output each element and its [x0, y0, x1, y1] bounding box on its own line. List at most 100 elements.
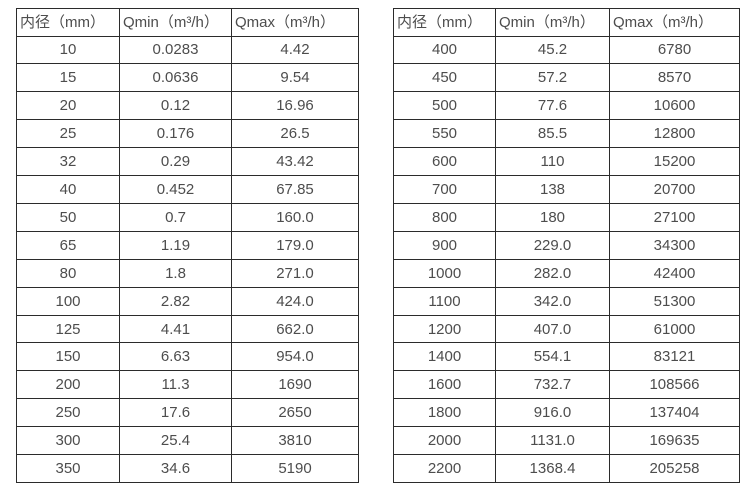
table-row: 125 4.41 662.0 — [16, 314, 359, 344]
table-row: 40 0.452 67.85 — [16, 175, 359, 204]
table-cell: 45.2 — [495, 35, 610, 65]
table-cell: 50 — [16, 202, 120, 232]
table-cell: 16.96 — [231, 91, 359, 121]
table-row: 50 0.7 160.0 — [16, 202, 359, 232]
column-header-qmin: Qmin（m³/h） — [119, 8, 232, 37]
table-cell: 8570 — [609, 63, 740, 93]
table-cell: 51300 — [609, 286, 740, 316]
table-cell: 32 — [16, 147, 120, 177]
table-cell: 4.41 — [119, 314, 232, 344]
table-cell: 160.0 — [231, 202, 359, 232]
column-header-qmin: Qmin（m³/h） — [495, 8, 610, 37]
table-row: 900 229.0 34300 — [393, 230, 740, 260]
table-cell: 138 — [495, 175, 610, 204]
table-cell: 600 — [393, 147, 496, 177]
table-cell: 40 — [16, 175, 120, 204]
table-cell: 1200 — [393, 314, 496, 344]
table-row: 32 0.29 43.42 — [16, 147, 359, 177]
table-cell: 65 — [16, 230, 120, 260]
column-header-diameter: 内径（mm） — [16, 8, 120, 37]
table-cell: 85.5 — [495, 119, 610, 149]
table-row: 25 0.176 26.5 — [16, 119, 359, 149]
table-row: 1800 916.0 137404 — [393, 398, 740, 428]
table-row: 500 77.6 10600 — [393, 91, 740, 121]
table-cell: 271.0 — [231, 258, 359, 288]
table-row: 350 34.6 5190 — [16, 454, 359, 483]
table-cell: 180 — [495, 202, 610, 232]
table-cell: 0.176 — [119, 119, 232, 149]
table-cell: 67.85 — [231, 175, 359, 204]
table-row: 80 1.8 271.0 — [16, 258, 359, 288]
table-cell: 57.2 — [495, 63, 610, 93]
table-row: 1000 282.0 42400 — [393, 258, 740, 288]
table-cell: 954.0 — [231, 342, 359, 372]
table-cell: 282.0 — [495, 258, 610, 288]
table-cell: 0.29 — [119, 147, 232, 177]
table-cell: 20 — [16, 91, 120, 121]
table-cell: 0.0283 — [119, 35, 232, 65]
table-cell: 900 — [393, 230, 496, 260]
table-cell: 916.0 — [495, 398, 610, 428]
table-cell: 12800 — [609, 119, 740, 149]
table-cell: 424.0 — [231, 286, 359, 316]
table-cell: 10 — [16, 35, 120, 65]
table-cell: 229.0 — [495, 230, 610, 260]
table-cell: 15 — [16, 63, 120, 93]
table-cell: 6.63 — [119, 342, 232, 372]
table-cell: 83121 — [609, 342, 740, 372]
table-cell: 2.82 — [119, 286, 232, 316]
table-cell: 34.6 — [119, 454, 232, 483]
table-cell: 17.6 — [119, 398, 232, 428]
flow-spec-table-left: 内径（mm） Qmin（m³/h） Qmax（m³/h） 10 0.0283 4.4… — [16, 8, 359, 483]
table-cell: 1.19 — [119, 230, 232, 260]
table-body: 400 45.2 6780 450 57.2 8570 500 77.6 10600 550 85.… — [393, 35, 740, 483]
table-row: 700 138 20700 — [393, 175, 740, 204]
table-row: 20 0.12 16.96 — [16, 91, 359, 121]
flow-spec-table-right: 内径（mm） Qmin（m³/h） Qmax（m³/h） 400 45.2 6780… — [393, 8, 740, 483]
table-cell: 450 — [393, 63, 496, 93]
column-header-qmax: Qmax（m³/h） — [231, 8, 359, 37]
table-cell: 4.42 — [231, 35, 359, 65]
table-cell: 42400 — [609, 258, 740, 288]
table-cell: 9.54 — [231, 63, 359, 93]
table-cell: 34300 — [609, 230, 740, 260]
table-cell: 1600 — [393, 370, 496, 400]
table-cell: 554.1 — [495, 342, 610, 372]
table-cell: 205258 — [609, 454, 740, 483]
table-cell: 732.7 — [495, 370, 610, 400]
table-cell: 550 — [393, 119, 496, 149]
table-cell: 179.0 — [231, 230, 359, 260]
table-cell: 0.0636 — [119, 63, 232, 93]
table-cell: 3810 — [231, 426, 359, 456]
table-cell: 0.452 — [119, 175, 232, 204]
table-cell: 5190 — [231, 454, 359, 483]
table-cell: 342.0 — [495, 286, 610, 316]
table-row: 2000 1131.0 169635 — [393, 426, 740, 456]
table-cell: 350 — [16, 454, 120, 483]
table-row: 1100 342.0 51300 — [393, 286, 740, 316]
table-cell: 11.3 — [119, 370, 232, 400]
table-cell: 1.8 — [119, 258, 232, 288]
table-row: 65 1.19 179.0 — [16, 230, 359, 260]
column-header-qmax: Qmax（m³/h） — [609, 8, 740, 37]
table-body: 10 0.0283 4.42 15 0.0636 9.54 20 0.12 16.96 25 0.1… — [16, 35, 359, 483]
table-cell: 407.0 — [495, 314, 610, 344]
table-cell: 1800 — [393, 398, 496, 428]
table-cell: 6780 — [609, 35, 740, 65]
table-row: 150 6.63 954.0 — [16, 342, 359, 372]
table-cell: 0.12 — [119, 91, 232, 121]
table-cell: 169635 — [609, 426, 740, 456]
table-cell: 2000 — [393, 426, 496, 456]
table-header-row: 内径（mm） Qmin（m³/h） Qmax（m³/h） — [16, 8, 359, 37]
table-cell: 200 — [16, 370, 120, 400]
table-row: 1400 554.1 83121 — [393, 342, 740, 372]
table-cell: 43.42 — [231, 147, 359, 177]
table-row: 2200 1368.4 205258 — [393, 454, 740, 483]
table-row: 100 2.82 424.0 — [16, 286, 359, 316]
table-row: 1600 732.7 108566 — [393, 370, 740, 400]
table-cell: 110 — [495, 147, 610, 177]
table-row: 200 11.3 1690 — [16, 370, 359, 400]
table-cell: 400 — [393, 35, 496, 65]
table-cell: 25 — [16, 119, 120, 149]
